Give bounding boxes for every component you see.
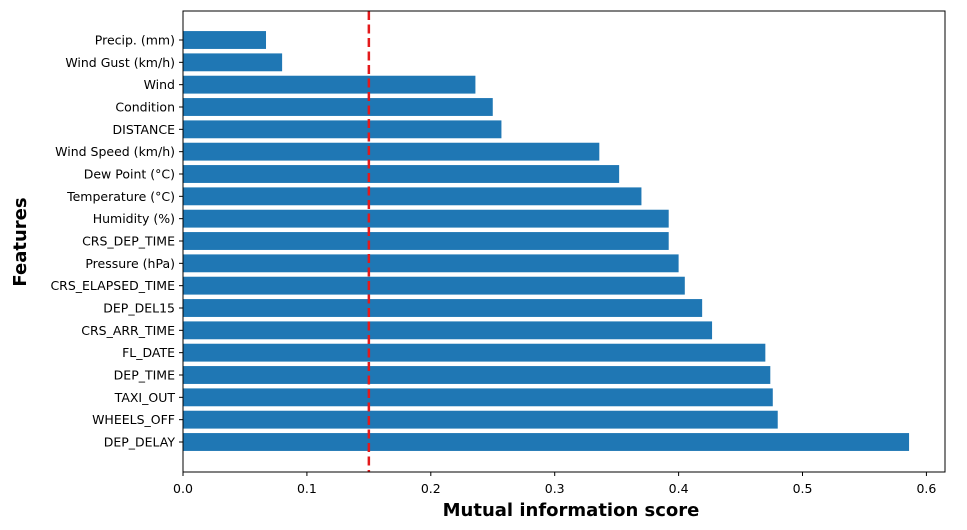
y-tick-label-13: Wind Speed (km/h)	[55, 144, 175, 159]
bar-12	[183, 165, 620, 183]
y-tick-label-4: FL_DATE	[122, 345, 175, 360]
y-tick-label-0: DEP_DELAY	[104, 435, 176, 450]
bar-16	[183, 75, 476, 94]
y-tick-label-9: CRS_DEP_TIME	[82, 234, 175, 249]
y-axis-title: Features	[10, 197, 31, 286]
x-axis: 0.0 0.1 0.2 0.3 0.4 0.5 0.6	[173, 472, 936, 496]
y-tick-label-18: Precip. (mm)	[95, 33, 175, 48]
bar-15	[183, 98, 493, 116]
bar-11	[183, 187, 642, 206]
y-axis: DEP_DELAY WHEELS_OFF TAXI_OUT DEP_TIME FL_DA…	[50, 33, 183, 450]
bar-13	[183, 142, 600, 161]
y-tick-label-10: Humidity (%)	[93, 211, 175, 226]
bar-9	[183, 232, 669, 250]
x-tick-label-3: 0.3	[545, 481, 565, 496]
bar-5	[183, 321, 713, 340]
y-tick-label-7: CRS_ELAPSED_TIME	[50, 278, 175, 293]
y-tick-label-16: Wind	[144, 77, 175, 92]
bar-6	[183, 299, 703, 317]
y-tick-label-11: Temperature (°C)	[66, 189, 175, 204]
y-tick-label-8: Pressure (hPa)	[85, 256, 175, 271]
y-tick-label-1: WHEELS_OFF	[92, 412, 175, 427]
y-tick-label-6: DEP_DEL15	[103, 301, 175, 316]
y-tick-label-14: DISTANCE	[113, 122, 176, 137]
bar-14	[183, 120, 502, 139]
bar-8	[183, 254, 679, 273]
x-tick-label-5: 0.5	[793, 481, 813, 496]
y-tick-label-12: Dew Point (°C)	[84, 167, 175, 182]
x-tick-label-4: 0.4	[669, 481, 689, 496]
y-tick-label-15: Condition	[115, 100, 175, 115]
x-tick-label-0: 0.0	[173, 481, 193, 496]
bar-4	[183, 343, 766, 362]
bar-17	[183, 53, 283, 72]
x-tick-label-6: 0.6	[916, 481, 936, 496]
y-tick-label-17: Wind Gust (km/h)	[65, 55, 175, 70]
y-tick-label-5: CRS_ARR_TIME	[81, 323, 175, 338]
y-tick-label-2: TAXI_OUT	[114, 390, 176, 405]
x-tick-label-1: 0.1	[297, 481, 317, 496]
y-tick-label-3: DEP_TIME	[114, 368, 175, 383]
bar-7	[183, 276, 685, 295]
bars-group	[183, 31, 910, 451]
bar-1	[183, 410, 778, 429]
bar-3	[183, 366, 771, 384]
bar-18	[183, 31, 267, 49]
x-axis-title: Mutual information score	[443, 500, 700, 521]
bar-2	[183, 388, 773, 407]
bar-10	[183, 209, 669, 228]
x-tick-label-2: 0.2	[421, 481, 441, 496]
bar-0	[183, 433, 910, 451]
